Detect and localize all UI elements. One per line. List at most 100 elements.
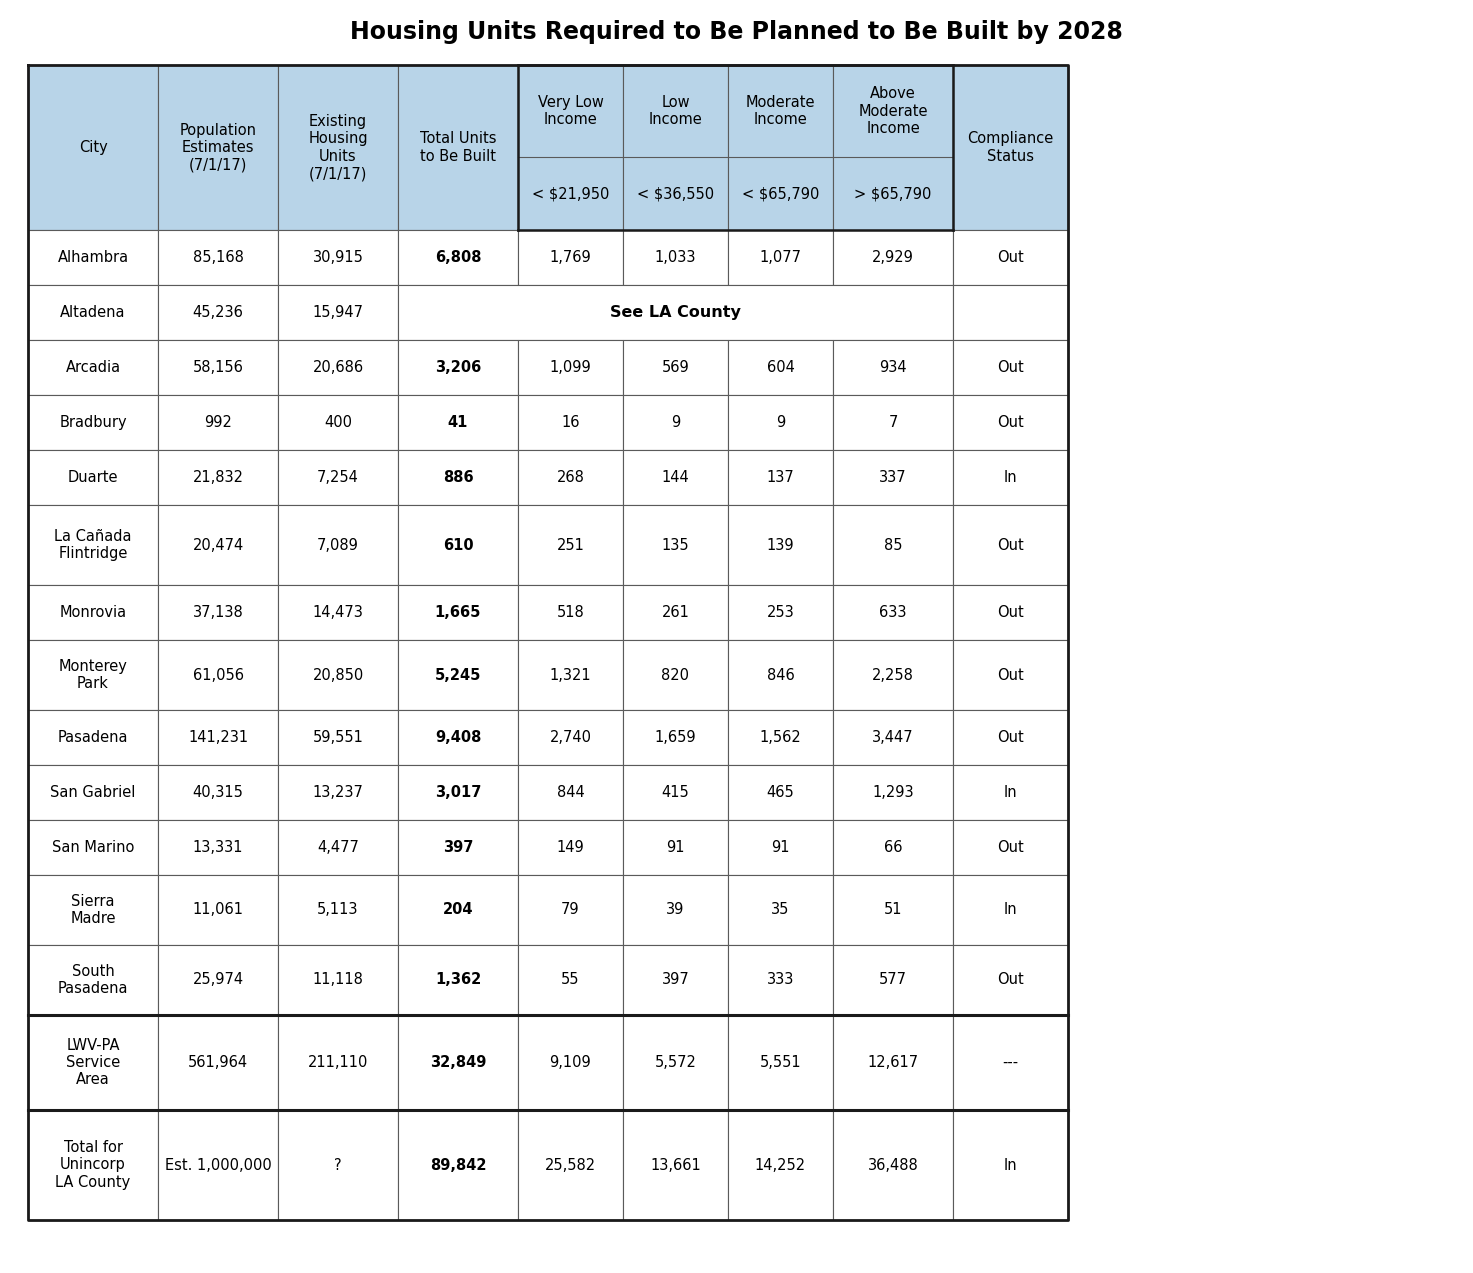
Bar [28,65,158,230]
Bar [278,820,398,875]
Text: 137: 137 [766,470,794,485]
Text: 9: 9 [776,415,785,430]
Text: 37,138: 37,138 [193,605,243,620]
Text: 211,110: 211,110 [308,1055,368,1071]
Bar [278,395,398,449]
Bar [623,1110,728,1220]
Text: 16: 16 [561,415,580,430]
Text: Out: Out [997,415,1024,430]
Text: In: In [1003,785,1018,799]
Bar [28,710,158,765]
Text: San Gabriel: San Gabriel [50,785,136,799]
Text: 11,118: 11,118 [312,973,364,988]
Text: 268: 268 [557,470,585,485]
Bar [623,875,728,945]
Bar [728,945,834,1015]
Bar [518,65,623,230]
Bar [398,1015,518,1110]
Text: 2,740: 2,740 [549,729,592,745]
Text: In: In [1003,470,1018,485]
Text: Total Units
to Be Built: Total Units to Be Built [420,131,496,164]
Bar [158,710,278,765]
Text: 58,156: 58,156 [193,360,243,376]
Bar [953,820,1068,875]
Text: 55: 55 [561,973,580,988]
Text: 251: 251 [557,537,585,552]
Text: 518: 518 [557,605,585,620]
Text: Pasadena: Pasadena [57,729,128,745]
Text: 13,331: 13,331 [193,840,243,855]
Text: La Cañada
Flintridge: La Cañada Flintridge [55,528,131,561]
Text: 934: 934 [879,360,907,376]
Bar [518,449,623,505]
Text: 59,551: 59,551 [312,729,364,745]
Bar [834,230,953,285]
Text: 5,113: 5,113 [317,903,359,918]
Bar [834,449,953,505]
Bar [158,340,278,395]
Text: 36,488: 36,488 [868,1157,918,1172]
Text: 3,017: 3,017 [435,785,482,799]
Bar [623,505,728,586]
Text: Duarte: Duarte [68,470,118,485]
Bar [278,65,398,230]
Text: Above
Moderate
Income: Above Moderate Income [859,87,928,136]
Bar [278,640,398,710]
Bar [518,820,623,875]
Text: 4,477: 4,477 [317,840,359,855]
Bar [278,230,398,285]
Text: 561,964: 561,964 [189,1055,247,1071]
Text: 11,061: 11,061 [193,903,243,918]
Text: 141,231: 141,231 [189,729,247,745]
Text: Out: Out [997,840,1024,855]
Bar [834,820,953,875]
Bar [398,640,518,710]
Bar [953,65,1068,230]
Text: 40,315: 40,315 [193,785,243,799]
Bar [398,285,953,340]
Bar [834,875,953,945]
Text: 12,617: 12,617 [868,1055,919,1071]
Text: 337: 337 [879,470,907,485]
Bar [518,586,623,640]
Bar [834,505,953,586]
Bar [728,230,834,285]
Text: 25,974: 25,974 [193,973,243,988]
Bar [953,875,1068,945]
Bar [28,449,158,505]
Bar [623,710,728,765]
Text: 91: 91 [772,840,790,855]
Bar [28,945,158,1015]
Bar [728,586,834,640]
Bar [953,230,1068,285]
Bar [158,765,278,820]
Text: Very Low
Income: Very Low Income [538,95,604,127]
Text: South
Pasadena: South Pasadena [57,964,128,997]
Bar [28,340,158,395]
Bar [728,449,834,505]
Bar [28,230,158,285]
Bar [728,875,834,945]
Bar [28,820,158,875]
Bar [398,1110,518,1220]
Bar [398,65,518,230]
Text: 992: 992 [205,415,231,430]
Text: 89,842: 89,842 [430,1157,486,1172]
Text: 5,551: 5,551 [760,1055,801,1071]
Text: 45,236: 45,236 [193,306,243,320]
Text: Out: Out [997,667,1024,682]
Text: 25,582: 25,582 [545,1157,597,1172]
Bar [623,640,728,710]
Bar [953,285,1068,340]
Text: 1,293: 1,293 [872,785,913,799]
Text: 1,659: 1,659 [654,729,697,745]
Text: Population
Estimates
(7/1/17): Population Estimates (7/1/17) [180,122,256,172]
Bar [953,340,1068,395]
Bar [518,945,623,1015]
Bar [28,395,158,449]
Text: Out: Out [997,250,1024,265]
Bar [953,395,1068,449]
Text: 149: 149 [557,840,585,855]
Bar [28,765,158,820]
Bar [728,340,834,395]
